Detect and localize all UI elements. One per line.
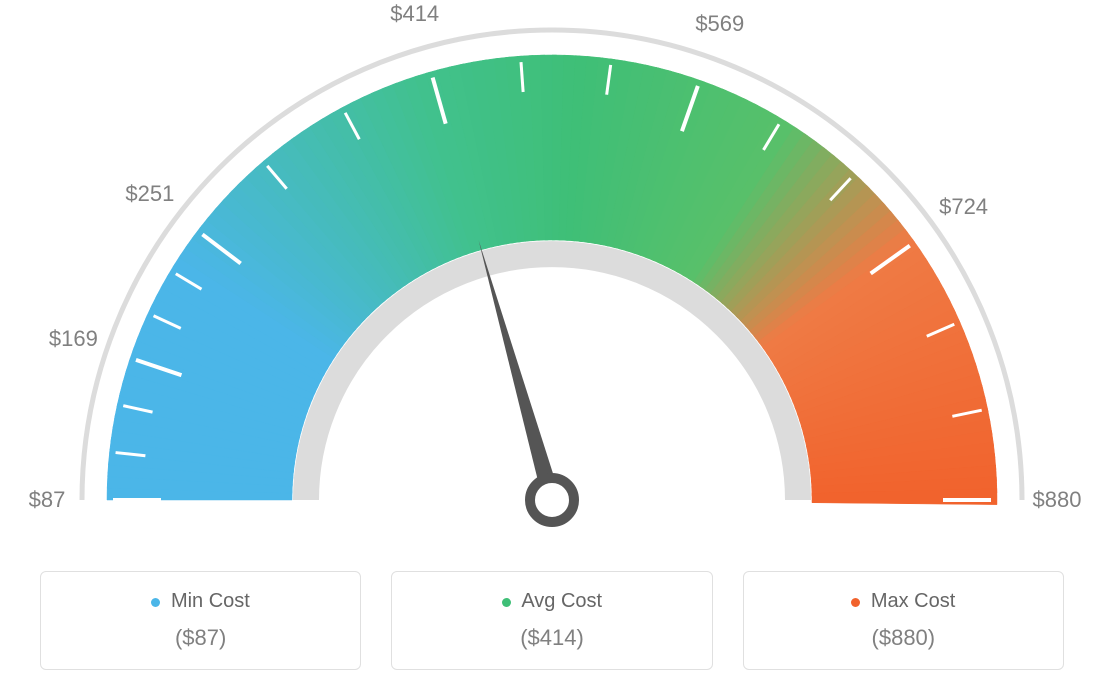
legend-dot-avg	[502, 598, 511, 607]
gauge-tick-label: $880	[1033, 487, 1082, 513]
legend-value-avg: ($414)	[402, 625, 701, 651]
legend-dot-min	[151, 598, 160, 607]
legend-title-min: Min Cost	[51, 590, 350, 613]
legend-card-avg: Avg Cost ($414)	[391, 571, 712, 670]
legend-dot-max	[851, 598, 860, 607]
legend-value-min: ($87)	[51, 625, 350, 651]
gauge-tick-label: $169	[49, 326, 98, 352]
gauge-tick-label: $414	[390, 1, 439, 27]
legend-title-avg: Avg Cost	[402, 590, 701, 613]
gauge-tick-label: $724	[939, 194, 988, 220]
legend-row: Min Cost ($87) Avg Cost ($414) Max Cost …	[0, 571, 1104, 670]
gauge-tick-label: $251	[125, 181, 174, 207]
gauge-svg	[0, 0, 1104, 560]
legend-title-max: Max Cost	[754, 590, 1053, 613]
legend-value-max: ($880)	[754, 625, 1053, 651]
gauge-tick-label: $569	[695, 11, 744, 37]
legend-title-max-text: Max Cost	[871, 590, 955, 612]
gauge-container: $87 $169 $251 $414 $569 $724 $880 Min Cost ($8…	[0, 0, 1104, 690]
legend-card-min: Min Cost ($87)	[40, 571, 361, 670]
gauge-chart: $87 $169 $251 $414 $569 $724 $880	[0, 0, 1104, 560]
legend-card-max: Max Cost ($880)	[743, 571, 1064, 670]
legend-title-min-text: Min Cost	[171, 590, 250, 612]
legend-title-avg-text: Avg Cost	[521, 590, 602, 612]
gauge-tick-label: $87	[29, 487, 66, 513]
